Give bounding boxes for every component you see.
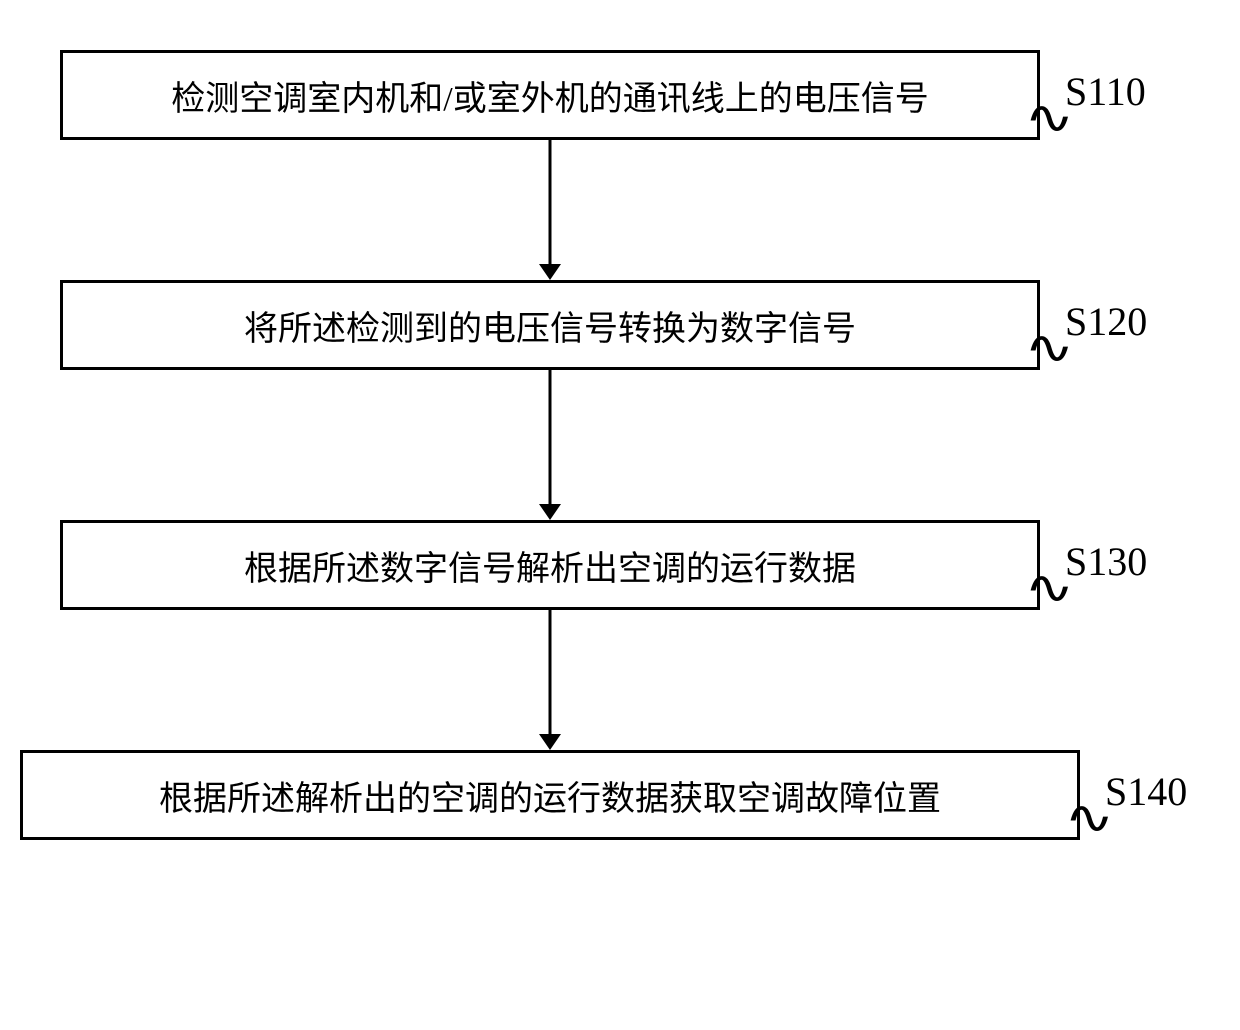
arrow-icon — [530, 370, 570, 520]
step-label: S120 — [1065, 298, 1147, 345]
step-label: S130 — [1065, 538, 1147, 585]
arrow-icon — [530, 140, 570, 280]
step-box-s110: 检测空调室内机和/或室外机的通讯线上的电压信号 — [60, 50, 1040, 140]
step-label: S140 — [1105, 768, 1187, 815]
arrow-icon — [530, 610, 570, 750]
step-label: S110 — [1065, 68, 1146, 115]
step-box-s120: 将所述检测到的电压信号转换为数字信号 — [60, 280, 1040, 370]
step-text: 将所述检测到的电压信号转换为数字信号 — [244, 301, 856, 350]
flowchart: 检测空调室内机和/或室外机的通讯线上的电压信号 ∿ S110 将所述检测到的电压… — [60, 50, 1180, 840]
flow-arrow-1 — [60, 140, 1040, 280]
step-text: 根据所述解析出的空调的运行数据获取空调故障位置 — [159, 771, 941, 820]
step-box-s140: 根据所述解析出的空调的运行数据获取空调故障位置 — [20, 750, 1080, 840]
step-text: 检测空调室内机和/或室外机的通讯线上的电压信号 — [171, 71, 928, 120]
flow-step-1: 检测空调室内机和/或室外机的通讯线上的电压信号 ∿ S110 — [60, 50, 1180, 140]
flow-arrow-3 — [60, 610, 1040, 750]
flow-step-4: 根据所述解析出的空调的运行数据获取空调故障位置 ∿ S140 — [60, 750, 1180, 840]
step-text: 根据所述数字信号解析出空调的运行数据 — [244, 541, 856, 590]
flow-step-2: 将所述检测到的电压信号转换为数字信号 ∿ S120 — [60, 280, 1180, 370]
flow-arrow-2 — [60, 370, 1040, 520]
flow-step-3: 根据所述数字信号解析出空调的运行数据 ∿ S130 — [60, 520, 1180, 610]
step-box-s130: 根据所述数字信号解析出空调的运行数据 — [60, 520, 1040, 610]
